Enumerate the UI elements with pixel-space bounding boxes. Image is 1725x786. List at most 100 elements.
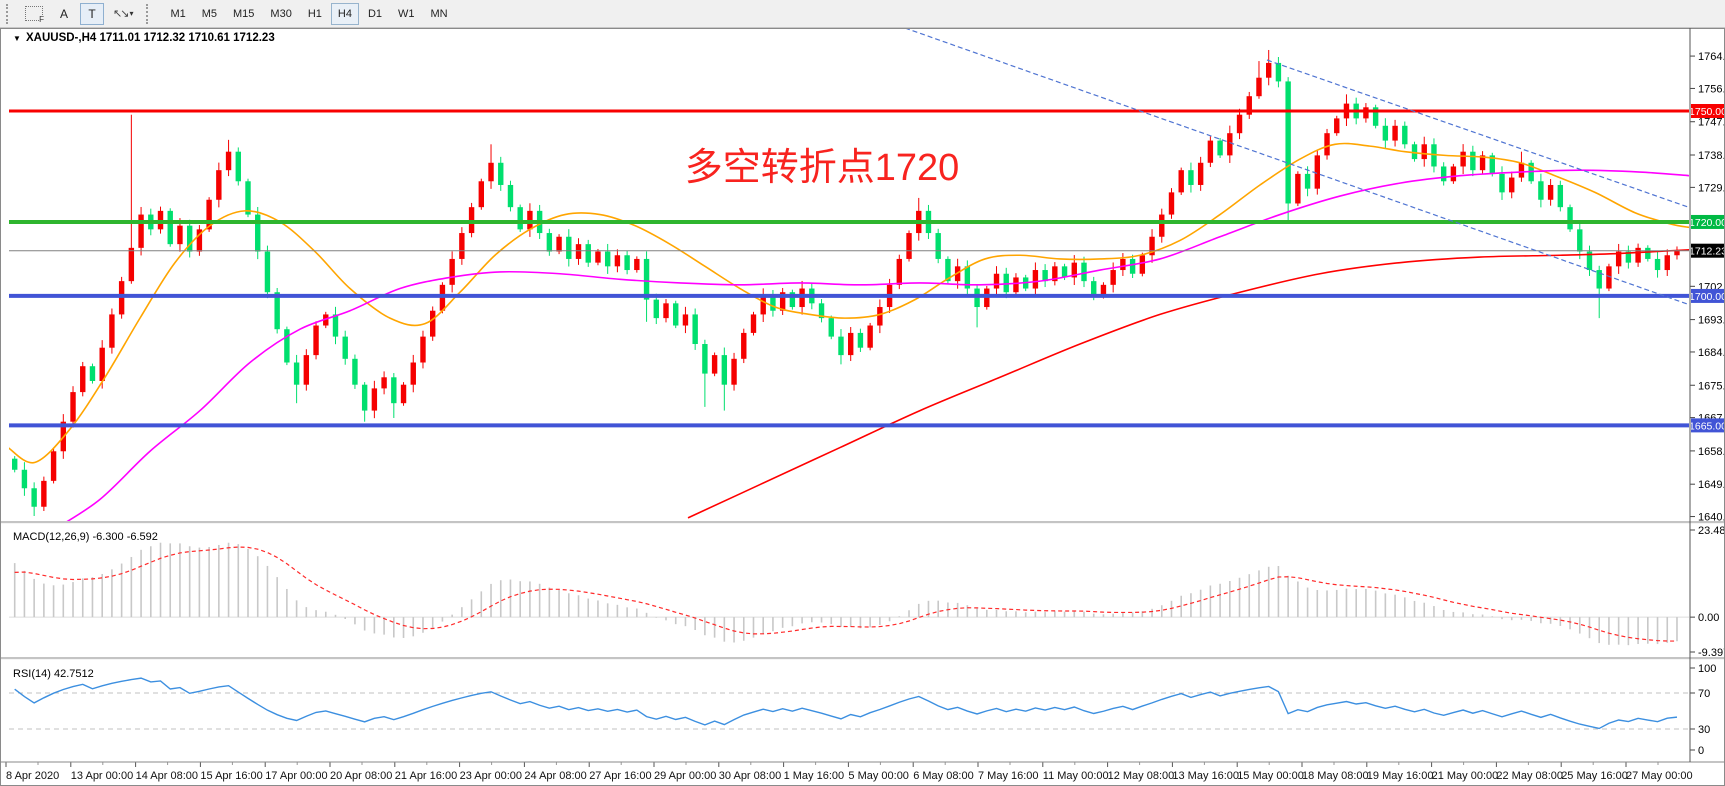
candle-body [1275,62,1282,82]
text-box-tool-button[interactable]: T [80,2,104,25]
candle-body [1207,140,1214,163]
descending-trendline-long[interactable] [905,28,1690,306]
time-label: 22 May 08:00 [1496,770,1563,782]
timeframe-m30-button[interactable]: M30 [263,3,298,25]
candle [1256,61,1262,99]
candle [1275,57,1282,88]
ma-slow-line[interactable] [687,248,1690,519]
toolbar-grip-2[interactable] [146,3,152,24]
candle-body [663,303,669,319]
candle-body [332,314,339,337]
candle-body [721,355,728,385]
candle-body [566,236,572,259]
candle [109,308,115,354]
candle-body [1460,151,1466,167]
candle [1003,267,1009,299]
candle [332,306,339,345]
candle [1606,263,1612,292]
toolbar-grip[interactable] [6,3,12,24]
candle-body [255,214,261,252]
timeframe-d1-button[interactable]: D1 [361,3,389,25]
candle [342,330,348,365]
chart-annotation[interactable]: 多空转折点1720 [685,147,960,189]
candle [381,371,387,395]
candle-body [1256,77,1262,97]
timeframe-mn-button[interactable]: MN [424,3,455,25]
time-label: 29 Apr 00:00 [654,770,716,782]
timeframe-m1-button[interactable]: M1 [163,3,192,25]
candle-body [274,292,280,330]
candle [12,456,18,473]
candle [1450,163,1457,184]
cursor-tool-button[interactable]: F [20,3,48,25]
candle [711,352,718,377]
ma-mid-line[interactable] [55,169,1690,529]
rsi-tick-label: 0 [1698,745,1704,757]
timeframe-m15-button[interactable]: M15 [226,3,261,25]
timeframe-bar: M1 M5 M15 M30 H1 H4 D1 W1 MN [162,2,455,25]
candle-body [1042,270,1048,282]
candle-body [109,314,115,348]
time-label: 14 Apr 08:00 [136,770,198,782]
candle-body [1567,207,1573,230]
shapes-tool-button[interactable]: ↖↘ ▾ [108,3,138,25]
timeframe-h1-button[interactable]: H1 [301,3,329,25]
candle-body [1052,266,1058,282]
time-label: 15 May 00:00 [1237,770,1304,782]
candle-body [420,336,426,363]
candle-body [1518,162,1525,178]
candle-body [1625,251,1632,263]
price-tick-label: 1649.10 [1698,479,1725,491]
price-tick-label: 1675.85 [1698,380,1725,392]
text-label-tool-button[interactable]: A [52,3,76,25]
candle-body [1577,229,1583,252]
candle [1363,103,1369,123]
collapse-caret-icon[interactable]: ▼ [13,34,21,43]
candle [731,352,737,391]
candle [70,386,76,428]
candle [371,380,378,419]
candle-body [1246,96,1252,115]
candle-body [604,251,611,267]
ma-fast-line[interactable] [8,142,1690,464]
candle-body [245,181,251,215]
descending-trendline-upper[interactable] [1266,59,1689,208]
candle-body [1392,125,1398,141]
candle [1246,91,1252,119]
candle-body [50,451,57,481]
candle-body [1081,262,1087,282]
candle [702,339,708,407]
candle [750,311,757,336]
timeframe-h4-button[interactable]: H4 [330,2,359,25]
candle [41,476,47,512]
time-label: 21 May 00:00 [1432,770,1499,782]
candle-body [1188,170,1194,185]
candle-body [1227,133,1233,156]
candle [1129,254,1136,278]
candle-body [99,347,105,381]
price-axis[interactable]: 1764.851756.101747.101738.101729.351702.… [1689,51,1725,757]
level-1700.00-chip-label: 1700.00 [1689,291,1725,303]
time-axis[interactable]: 8 Apr 2020 13 Apr 00:00 14 Apr 08:00 15 Apr… [5,762,1693,782]
candle [1615,243,1622,274]
timeframe-w1-button[interactable]: W1 [391,3,422,25]
candle [1285,77,1291,221]
candle [624,250,630,275]
candle [517,204,523,232]
candle-body [381,377,387,389]
timeframe-m5-button[interactable]: M5 [195,3,224,25]
candle-body [167,210,173,245]
candle [857,328,864,352]
candle [1120,253,1126,276]
candle-body [400,384,407,404]
candle [1479,151,1486,175]
candle [566,229,572,267]
candle [1635,243,1641,267]
current-price-chip [1691,243,1725,258]
candle [1489,152,1495,177]
candle [634,256,640,273]
candle-body [1654,258,1661,271]
candle-body [186,225,193,252]
macd-indicator-label: MACD(12,26,9) -6.300 -6.592 [13,531,158,543]
candle-body [1071,262,1077,278]
